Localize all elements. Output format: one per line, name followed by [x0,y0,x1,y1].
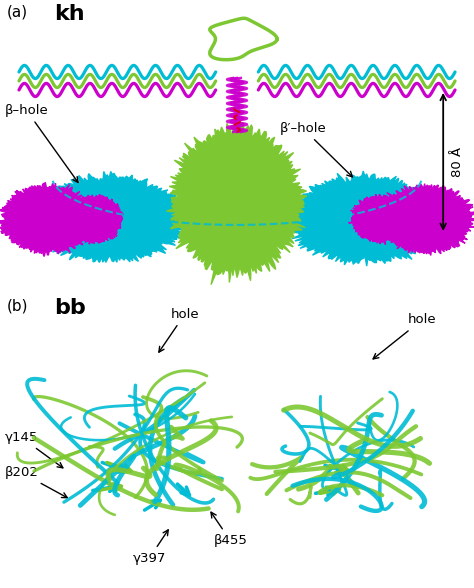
Text: (b): (b) [7,299,28,313]
Text: β455: β455 [211,512,247,547]
Text: β202: β202 [5,466,67,497]
Polygon shape [66,195,124,244]
Text: hole: hole [373,313,436,359]
Text: β′–hole: β′–hole [280,122,352,177]
Polygon shape [29,172,188,262]
Polygon shape [348,195,408,245]
Text: kh: kh [55,5,85,25]
Text: γ145: γ145 [5,431,63,468]
Polygon shape [0,182,97,256]
Polygon shape [374,183,474,255]
Polygon shape [287,171,448,266]
Text: 80 Å: 80 Å [451,147,464,177]
Text: (a): (a) [7,5,28,19]
Text: β–hole: β–hole [5,104,78,182]
Text: pp: pp [229,136,266,156]
Text: bb: bb [55,299,86,319]
Text: hole: hole [159,308,199,352]
Text: γ397: γ397 [133,530,168,564]
Polygon shape [166,122,307,285]
